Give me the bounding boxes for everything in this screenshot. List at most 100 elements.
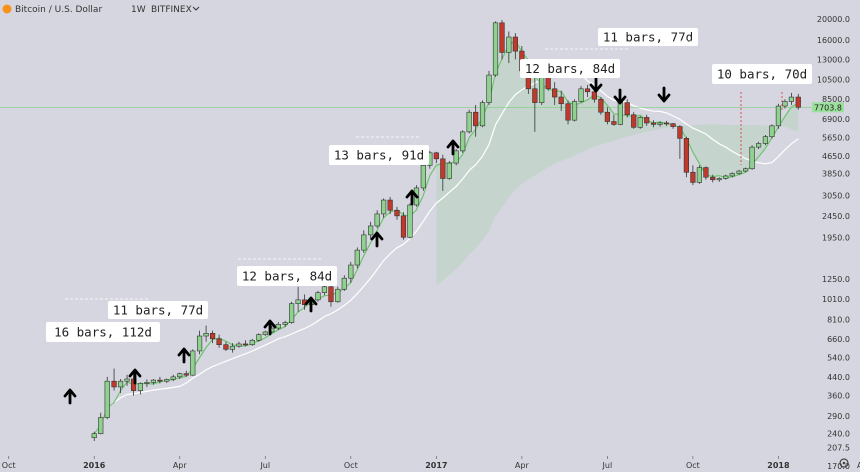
candle-up bbox=[755, 141, 762, 149]
candle-body bbox=[446, 162, 452, 179]
x-tick-label: Oct bbox=[344, 461, 358, 470]
y-tick-label: 660.0 bbox=[827, 335, 850, 344]
candle-down bbox=[242, 340, 249, 347]
ma-mid-line bbox=[93, 73, 799, 435]
gear-icon[interactable] bbox=[839, 458, 849, 468]
candle-up bbox=[446, 160, 452, 180]
candle-body bbox=[479, 102, 486, 127]
candle-body bbox=[387, 199, 393, 211]
y-axis: 20000.0 16000.0 13000.0 10500.0 8500.0 6900.0… bbox=[817, 15, 850, 471]
x-axis: Oct2016AprJulOct2017AprJulOct2018AprJulO… bbox=[2, 456, 860, 470]
candle-body bbox=[282, 322, 288, 325]
candle-up bbox=[104, 376, 110, 420]
candle-down bbox=[663, 120, 670, 126]
candle-up bbox=[374, 210, 380, 229]
candle-down bbox=[624, 99, 630, 118]
settings[interactable] bbox=[839, 458, 849, 468]
candle-body bbox=[492, 22, 499, 76]
annotation-label: 12 bars, 84d bbox=[242, 269, 332, 284]
candle-down bbox=[328, 283, 334, 307]
candle-down bbox=[183, 370, 189, 377]
candle-up bbox=[335, 286, 341, 303]
x-tick-label: Apr bbox=[857, 461, 860, 470]
exchange-label: BITFINEX bbox=[151, 5, 192, 15]
candle-up bbox=[788, 92, 795, 105]
candle-body bbox=[262, 331, 268, 335]
y-tick-label: 1950.0 bbox=[822, 233, 850, 242]
y-tick-label: 13000.0 bbox=[817, 55, 850, 64]
x-tick-label: Apr bbox=[173, 461, 188, 470]
y-tick-label: 810.0 bbox=[827, 316, 850, 325]
candle-up bbox=[262, 330, 268, 337]
candles bbox=[91, 19, 801, 441]
symbol-title: Bitcoin / U.S. Dollar bbox=[15, 5, 102, 15]
candle-up bbox=[256, 333, 262, 342]
candle-up bbox=[295, 286, 301, 312]
candle-up bbox=[249, 338, 255, 346]
candle-body bbox=[256, 334, 262, 341]
candle-down bbox=[440, 154, 446, 191]
gear-icon-center bbox=[842, 461, 846, 465]
candle-up bbox=[769, 124, 775, 139]
candle-up bbox=[321, 284, 328, 296]
candle-body bbox=[545, 77, 551, 90]
candle-body bbox=[729, 173, 735, 177]
candle-body bbox=[433, 152, 439, 160]
candle-body bbox=[196, 335, 203, 352]
annotation-bg bbox=[598, 28, 698, 46]
candle-body bbox=[749, 146, 755, 170]
candle-body bbox=[91, 433, 97, 438]
candle-body bbox=[584, 88, 591, 93]
annotation-label: 12 bars, 84d bbox=[525, 61, 615, 76]
candle-up bbox=[137, 382, 144, 395]
y-tick-label: 3850.0 bbox=[822, 169, 850, 178]
ma-band bbox=[436, 40, 799, 286]
x-tick-label: 2016 bbox=[83, 461, 106, 470]
candle-down bbox=[670, 122, 676, 129]
x-tick-label: Oct bbox=[686, 461, 700, 470]
candle-up bbox=[716, 177, 722, 182]
x-tick-label: Jul bbox=[602, 461, 613, 470]
candle-body bbox=[552, 88, 558, 98]
arrow-up-icon bbox=[446, 139, 460, 156]
candle-down bbox=[157, 376, 163, 384]
candle-body bbox=[466, 111, 472, 133]
candle-body bbox=[104, 380, 110, 418]
candle-body bbox=[164, 379, 170, 382]
candle-body bbox=[788, 96, 795, 102]
candle-down bbox=[400, 212, 407, 240]
candle-body bbox=[170, 376, 176, 380]
candle-up bbox=[492, 21, 499, 77]
candle-body bbox=[157, 379, 163, 382]
candle-body bbox=[769, 125, 775, 137]
candle-up bbox=[315, 290, 321, 302]
y-tick-label: 2450.0 bbox=[822, 212, 850, 221]
candle-up bbox=[696, 165, 702, 184]
y-tick-label: 170.0 bbox=[827, 462, 850, 471]
candle-body bbox=[394, 209, 400, 217]
chevron-down-icon[interactable] bbox=[192, 6, 200, 11]
candle-body bbox=[742, 168, 749, 172]
annotation-label: 11 bars, 77d bbox=[603, 30, 693, 45]
candle-up bbox=[164, 378, 170, 384]
candle-body bbox=[677, 126, 683, 139]
candle-down bbox=[611, 114, 617, 126]
candle-body bbox=[400, 215, 407, 238]
candle-down bbox=[650, 120, 657, 128]
candle-body bbox=[361, 234, 367, 251]
arrow-up-icon bbox=[405, 189, 419, 206]
candle-body bbox=[723, 175, 729, 179]
arrow-up-icon bbox=[263, 319, 277, 336]
candle-up bbox=[150, 378, 157, 385]
y-tick-label: 5650.0 bbox=[822, 134, 850, 143]
candle-body bbox=[637, 117, 643, 128]
candle-body bbox=[381, 199, 387, 215]
candle-body bbox=[512, 36, 518, 52]
candle-up bbox=[190, 349, 196, 376]
candle-up bbox=[637, 116, 643, 129]
annotations: 16 bars, 112d 11 bars, 77d 12 bars, 84d 13 … bbox=[46, 28, 812, 342]
candle-up bbox=[354, 247, 360, 269]
candle-up bbox=[736, 169, 742, 175]
